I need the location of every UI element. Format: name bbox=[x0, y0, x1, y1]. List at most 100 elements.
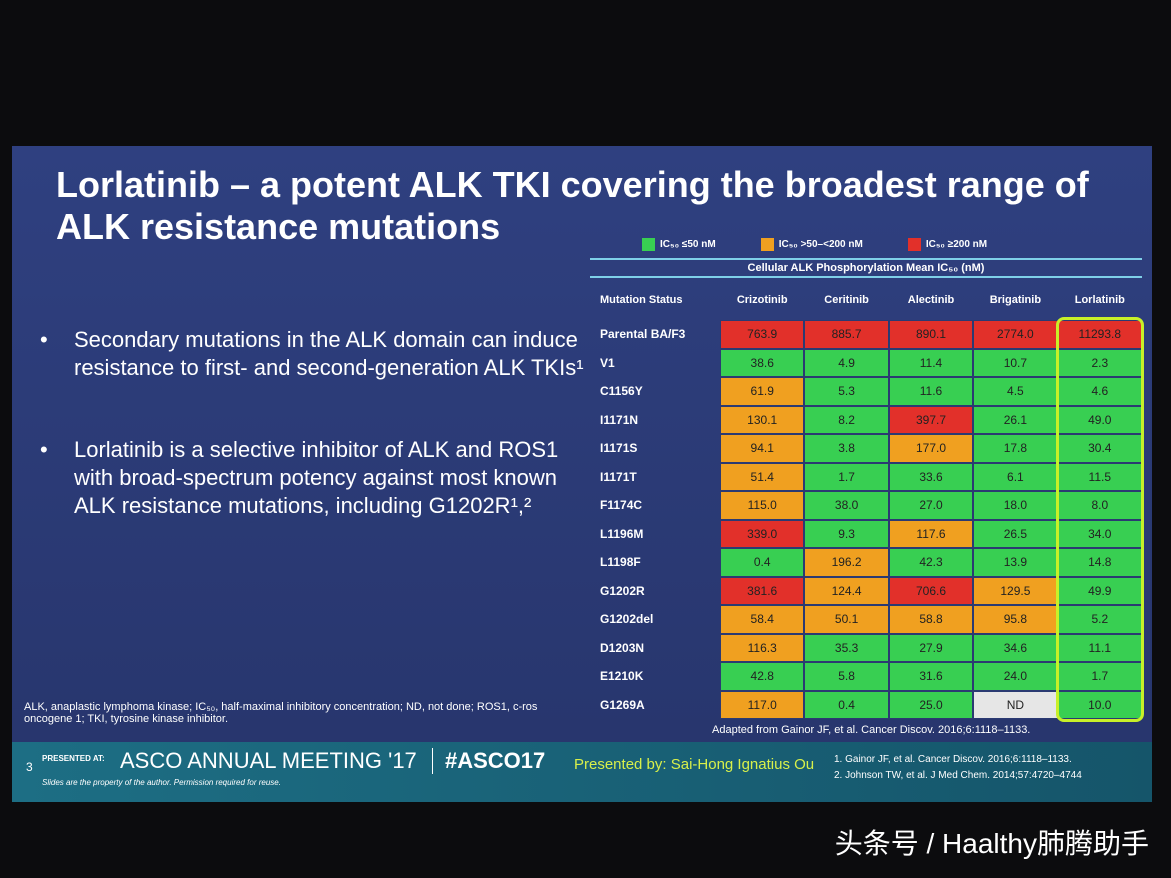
slide: Lorlatinib – a potent ALK TKI covering t… bbox=[12, 146, 1152, 802]
table-cell: 763.9 bbox=[720, 320, 805, 349]
presented-at: PRESENTED AT: bbox=[42, 754, 105, 763]
table-cell: 25.0 bbox=[888, 690, 974, 719]
table-cell: 38.0 bbox=[804, 491, 889, 520]
table-cell: 381.6 bbox=[720, 576, 805, 605]
table-cell: 115.0 bbox=[720, 491, 805, 520]
table-cell: 130.1 bbox=[720, 405, 805, 434]
table-cell: 95.8 bbox=[973, 605, 1058, 634]
table-cell: 11.1 bbox=[1057, 633, 1142, 662]
highlight-box bbox=[1055, 317, 1144, 722]
legend-swatch bbox=[907, 237, 921, 251]
column-header: Ceritinib bbox=[824, 294, 869, 306]
table-cell: 0.4 bbox=[804, 690, 889, 719]
table-cell: 10.0 bbox=[1057, 690, 1142, 719]
row-label: G1202R bbox=[600, 583, 645, 598]
legend-label: IC₅₀ ≤50 nM bbox=[660, 238, 716, 250]
table-cell: 34.0 bbox=[1057, 519, 1142, 548]
table-cell: 124.4 bbox=[804, 576, 889, 605]
row-label: G1202del bbox=[600, 612, 654, 627]
table-cell: 8.2 bbox=[804, 405, 889, 434]
table-cell: 177.0 bbox=[888, 434, 974, 463]
table-cell: 11.4 bbox=[888, 348, 974, 377]
table-cell: 24.0 bbox=[973, 662, 1058, 691]
column-header: Lorlatinib bbox=[1074, 294, 1125, 306]
legend-label: IC₅₀ ≥200 nM bbox=[925, 238, 988, 250]
column-header: Alectinib bbox=[907, 294, 955, 306]
presenter: Presented by: Sai-Hong Ignatius Ou bbox=[574, 756, 815, 773]
page-number: 3 bbox=[26, 760, 33, 774]
bullet: Lorlatinib is a selective inhibitor of A… bbox=[40, 436, 594, 520]
table-cell: 2774.0 bbox=[973, 320, 1058, 349]
row-label: Parental BA/F3 bbox=[600, 327, 686, 342]
row-label: L1196M bbox=[600, 526, 644, 541]
legend-swatch bbox=[760, 237, 774, 251]
table-cell: 50.1 bbox=[804, 605, 889, 634]
row-label: C1156Y bbox=[600, 384, 643, 399]
row-label: V1 bbox=[600, 355, 615, 370]
column-header: Crizotinib bbox=[736, 294, 788, 306]
table-cell: 9.3 bbox=[804, 519, 889, 548]
column-header: Mutation Status bbox=[600, 294, 683, 306]
table-cell: 129.5 bbox=[973, 576, 1058, 605]
column-header: Brigatinib bbox=[989, 294, 1042, 306]
notice: Slides are the property of the author. P… bbox=[42, 778, 281, 787]
reference: 1. Gainor JF, et al. Cancer Discov. 2016… bbox=[834, 754, 1072, 765]
table-cell: 11.5 bbox=[1057, 462, 1142, 491]
table-cell: 42.8 bbox=[720, 662, 805, 691]
abbreviations: ALK, anaplastic lymphoma kinase; IC₅₀, h… bbox=[24, 701, 538, 725]
table-cell: 3.8 bbox=[804, 434, 889, 463]
table-cell: 6.1 bbox=[973, 462, 1058, 491]
table-cell: 35.3 bbox=[804, 633, 889, 662]
table-cell: 890.1 bbox=[888, 320, 974, 349]
row-label: I1171S bbox=[600, 441, 638, 456]
table-cell: 117.0 bbox=[720, 690, 805, 719]
table-cell: 706.6 bbox=[888, 576, 974, 605]
table-caption: Cellular ALK Phosphorylation Mean IC₅₀ (… bbox=[590, 258, 1142, 278]
hashtag: #ASCO17 bbox=[432, 748, 545, 774]
row-label: I1171T bbox=[600, 469, 637, 484]
table-cell: 30.4 bbox=[1057, 434, 1142, 463]
legend-label: IC₅₀ >50–<200 nM bbox=[778, 238, 863, 250]
table-cell: 38.6 bbox=[720, 348, 805, 377]
table-cell: 49.9 bbox=[1057, 576, 1142, 605]
reference: 2. Johnson TW, et al. J Med Chem. 2014;5… bbox=[834, 770, 1082, 781]
meeting-name: ASCO ANNUAL MEETING '17 bbox=[120, 748, 417, 773]
legend: IC₅₀ ≤50 nM IC₅₀ >50–<200 nM IC₅₀ ≥200 nM bbox=[642, 236, 1152, 252]
table-cell: 5.2 bbox=[1057, 605, 1142, 634]
row-label: D1203N bbox=[600, 640, 645, 655]
table-cell: 26.1 bbox=[973, 405, 1058, 434]
row-label: G1269A bbox=[600, 697, 645, 712]
table-cell: 11293.8 bbox=[1057, 320, 1142, 349]
row-label: E1210K bbox=[600, 669, 644, 684]
table-cell: 34.6 bbox=[973, 633, 1058, 662]
table-cell: 58.4 bbox=[720, 605, 805, 634]
table-cell: 117.6 bbox=[888, 519, 974, 548]
table-cell: 10.7 bbox=[973, 348, 1058, 377]
legend-item: IC₅₀ ≥200 nM bbox=[907, 236, 988, 252]
table-cell: 18.0 bbox=[973, 491, 1058, 520]
table-cell: ND bbox=[973, 690, 1058, 719]
table-cell: 397.7 bbox=[888, 405, 974, 434]
slide-title: Lorlatinib – a potent ALK TKI covering t… bbox=[56, 164, 1089, 247]
watermark: 头条号 / Haalthy肺腾助手 bbox=[834, 828, 1149, 859]
table-cell: 31.6 bbox=[888, 662, 974, 691]
table-cell: 27.0 bbox=[888, 491, 974, 520]
table-cell: 33.6 bbox=[888, 462, 974, 491]
table-cell: 196.2 bbox=[804, 548, 889, 577]
table-cell: 4.6 bbox=[1057, 377, 1142, 406]
legend-swatch bbox=[642, 237, 655, 251]
table-cell: 116.3 bbox=[720, 633, 805, 662]
table-cell: 0.4 bbox=[720, 548, 805, 577]
row-label: L1198F bbox=[600, 555, 641, 570]
footer: 3 PRESENTED AT: ASCO ANNUAL MEETING '17 … bbox=[12, 742, 1152, 802]
table-cell: 885.7 bbox=[804, 320, 889, 349]
table-cell: 5.8 bbox=[804, 662, 889, 691]
table-cell: 42.3 bbox=[888, 548, 974, 577]
legend-item: IC₅₀ >50–<200 nM bbox=[760, 236, 863, 252]
table-cell: 94.1 bbox=[720, 434, 805, 463]
table-cell: 17.8 bbox=[973, 434, 1058, 463]
table-cell: 4.5 bbox=[973, 377, 1058, 406]
table-cell: 1.7 bbox=[804, 462, 889, 491]
table-cell: 11.6 bbox=[888, 377, 974, 406]
table-cell: 339.0 bbox=[720, 519, 805, 548]
